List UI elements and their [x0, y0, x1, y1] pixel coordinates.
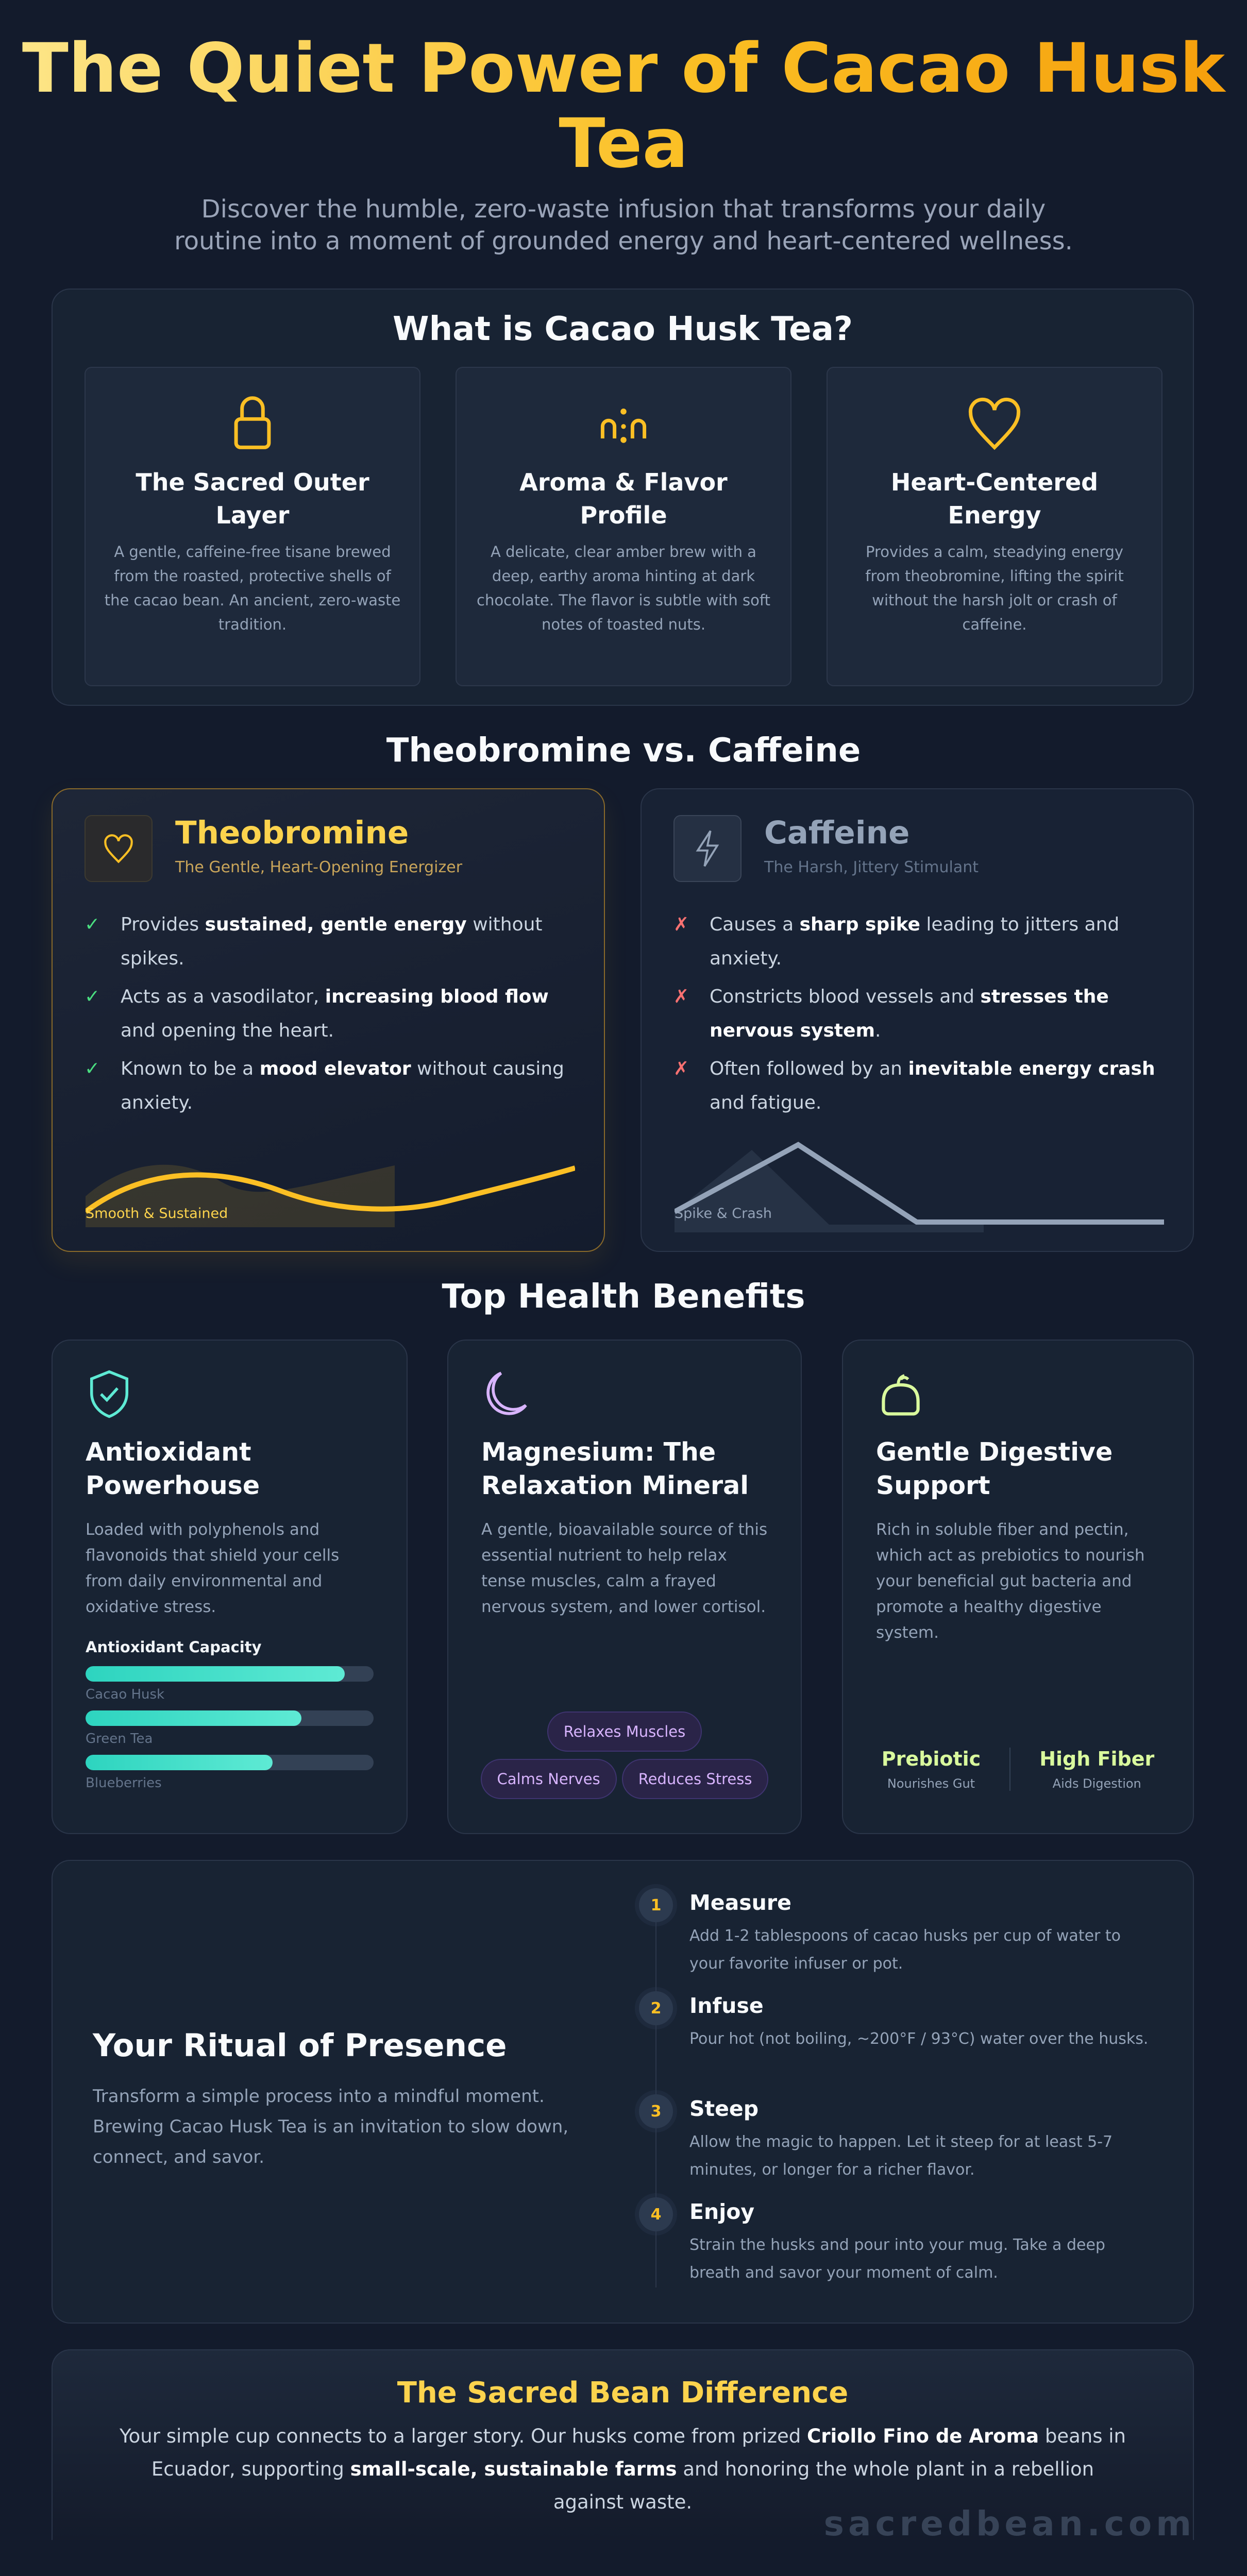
theobromine-card: Theobromine The Gentle, Heart-Opening Ene… [52, 788, 605, 1252]
check-icon: ✓ [85, 1058, 100, 1079]
check-icon: ✓ [85, 986, 100, 1007]
ritual-title: Your Ritual of Presence [93, 2027, 507, 2064]
capacity-bar: Blueberries [86, 1755, 374, 1791]
list-item: ✓ Acts as a vasodilator, increasing blood… [85, 980, 572, 1048]
step: 2 Infuse Pour hot (not boiling, ~200°F / 9… [639, 1991, 1154, 2053]
ritual-section [52, 1860, 1194, 2324]
watermark: sacredbean.com [823, 2504, 1195, 2544]
theobromine-subtitle: The Gentle, Heart-Opening Energizer [175, 858, 463, 876]
theobromine-title: Theobromine [175, 815, 409, 851]
page-subtitle: Discover the humble, zero-waste infusion… [174, 195, 1073, 256]
caffeine-subtitle: The Harsh, Jittery Stimulant [764, 858, 979, 876]
card-text: Loaded with polyphenols and flavonoids t… [86, 1520, 340, 1616]
theobromine-points: ✓ Provides sustained, gentle energy witho… [85, 908, 572, 1120]
section-heading: What is Cacao Husk Tea? [393, 310, 853, 348]
info-card: Heart-Centered Energy Provides a calm, s… [827, 367, 1162, 686]
chart-label: Spike & Crash [675, 1206, 772, 1222]
magnesium-card: Magnesium: The Relaxation Mineral A gent… [447, 1340, 802, 1834]
capacity-label: Antioxidant Capacity [86, 1638, 262, 1656]
card-title: Gentle Digestive Support [876, 1437, 1113, 1500]
list-item: ✓ Provides sustained, gentle energy witho… [85, 908, 572, 976]
aroma-icon [600, 409, 647, 443]
heart-icon [968, 397, 1021, 450]
antioxidant-bars: Cacao Husk Green Tea Blueberries [86, 1666, 374, 1791]
cross-icon: ✗ [673, 914, 689, 935]
spike-crash-graph [675, 1142, 1164, 1232]
lightning-icon [673, 815, 742, 882]
section-heading: Top Health Benefits [442, 1278, 805, 1316]
info-card: Aroma & Flavor Profile A delicate, clear… [456, 367, 791, 686]
list-item: ✗ Constricts blood vessels and stresses t… [673, 980, 1161, 1048]
card-title: Heart-Centered Energy [890, 468, 1099, 529]
bar-fill [86, 1710, 302, 1726]
page-title: The Quiet Power of Cacao Husk Tea [0, 31, 1247, 181]
card-title: Magnesium: The Relaxation Mineral [481, 1437, 749, 1500]
stat-fiber: High Fiber Aids Digestion [1039, 1748, 1155, 1791]
card-title: Antioxidant Powerhouse [86, 1437, 260, 1500]
step: 4 Enjoy Strain the husks and pour into you… [639, 2197, 1154, 2287]
caffeine-card: Caffeine The Harsh, Jittery Stimulant ✗ Ca… [641, 788, 1194, 1252]
gut-icon [882, 1374, 920, 1416]
chart-label: Smooth & Sustained [86, 1206, 228, 1222]
difference-section: The Sacred Bean Difference Your simple c… [52, 2349, 1194, 2540]
bar-fill [86, 1755, 273, 1770]
cross-icon: ✗ [673, 986, 689, 1007]
bar-label: Blueberries [86, 1775, 162, 1791]
bar-track [86, 1755, 374, 1770]
antioxidant-card: Antioxidant Powerhouse Loaded with polyp… [52, 1340, 408, 1834]
heart-icon [85, 815, 153, 882]
check-icon: ✓ [85, 914, 100, 935]
smooth-energy-wave [86, 1164, 575, 1227]
card-text: Rich in soluble fiber and pectin, which … [876, 1520, 1145, 1642]
tag-pill: Relaxes Muscles [547, 1711, 702, 1752]
digestive-card: Gentle Digestive Support Rich in soluble… [842, 1340, 1194, 1834]
ritual-text: Transform a simple process into a mindfu… [93, 2086, 569, 2167]
card-text: A gentle, bioavailable source of this es… [481, 1520, 768, 1616]
caffeine-points: ✗ Causes a sharp spike leading to jitters… [673, 908, 1161, 1120]
list-item: ✓ Known to be a mood elevator without cau… [85, 1052, 572, 1120]
step: 1 Measure Add 1-2 tablespoons of cacao hus… [639, 1888, 1154, 1978]
tag-pill: Reduces Stress [621, 1759, 769, 1799]
moon-icon [486, 1371, 527, 1415]
tag-group: Relaxes Muscles Calms Nerves Reduces Stre… [448, 1711, 801, 1799]
bar-label: Cacao Husk [86, 1687, 165, 1702]
stat-prebiotic: Prebiotic Nourishes Gut [853, 1748, 1011, 1791]
lock-icon [234, 396, 271, 449]
section-heading: Theobromine vs. Caffeine [386, 732, 861, 770]
card-text: A delicate, clear amber brew with a deep… [477, 543, 770, 633]
tag-pill: Calms Nerves [480, 1759, 617, 1799]
capacity-bar: Cacao Husk [86, 1666, 374, 1702]
cross-icon: ✗ [673, 1058, 689, 1079]
caffeine-title: Caffeine [764, 815, 910, 851]
step: 3 Steep Allow the magic to happen. Let it … [639, 2094, 1154, 2184]
card-text: A gentle, caffeine-free tisane brewed fr… [104, 543, 401, 633]
difference-text: Your simple cup connects to a larger sto… [119, 2425, 1126, 2513]
capacity-bar: Green Tea [86, 1710, 374, 1747]
card-title: Aroma & Flavor Profile [519, 468, 728, 529]
card-text: Provides a calm, steadying energy from t… [865, 543, 1124, 633]
info-card: The Sacred Outer Layer A gentle, caffein… [85, 367, 420, 686]
list-item: ✗ Often followed by an inevitable energy … [673, 1052, 1161, 1120]
difference-title: The Sacred Bean Difference [397, 2376, 849, 2410]
shield-check-icon [90, 1370, 129, 1418]
list-item: ✗ Causes a sharp spike leading to jitters… [673, 908, 1161, 976]
digestive-stats: Prebiotic Nourishes Gut High Fiber Aids Di… [843, 1748, 1193, 1791]
bar-label: Green Tea [86, 1731, 153, 1747]
bar-fill [86, 1666, 345, 1682]
card-title: The Sacred Outer Layer [136, 468, 369, 529]
bar-track [86, 1710, 374, 1726]
what-is-section: What is Cacao Husk Tea? The Sacred Outer… [52, 289, 1194, 706]
bar-track [86, 1666, 374, 1682]
